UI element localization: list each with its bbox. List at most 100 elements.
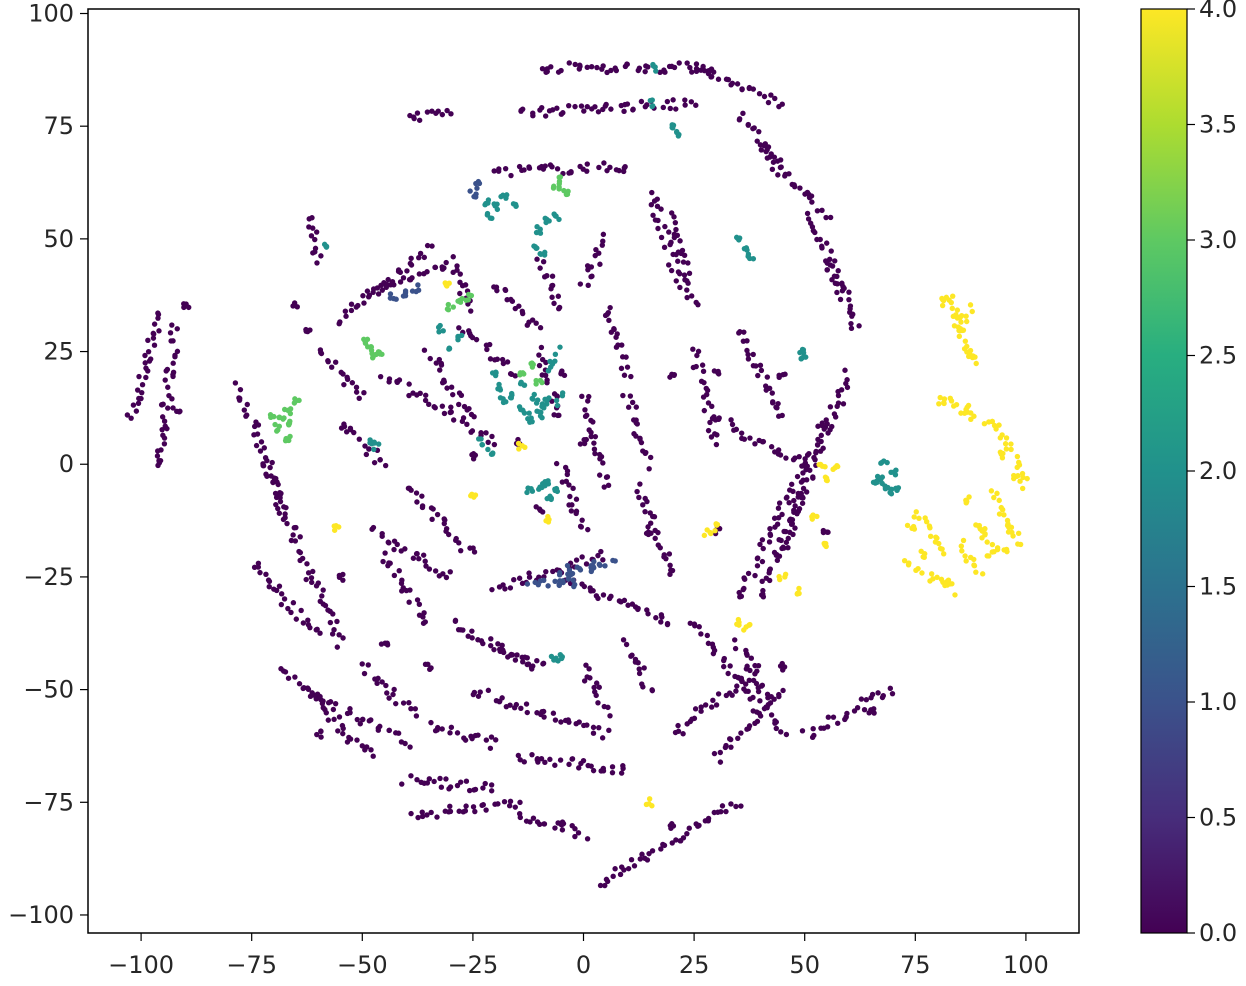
data-point: [266, 583, 272, 590]
data-point: [811, 732, 817, 739]
data-point: [719, 803, 726, 809]
data-point: [963, 318, 970, 325]
data-point: [774, 557, 781, 564]
data-point: [878, 459, 885, 466]
data-point: [512, 373, 519, 379]
data-point: [387, 295, 394, 301]
data-point: [337, 319, 343, 325]
data-point: [288, 537, 295, 544]
data-point: [752, 572, 758, 579]
data-point: [539, 66, 546, 72]
colorbar-axis: 0.0 0.5 1.0 1.5 2.0 2.5 3.0 3.5 4.0: [1187, 0, 1237, 947]
data-point: [379, 287, 386, 293]
data-point: [824, 724, 831, 730]
data-point: [738, 803, 744, 809]
data-point: [383, 682, 389, 689]
data-point: [700, 368, 707, 375]
data-point: [713, 522, 720, 528]
data-point: [645, 524, 651, 530]
data-point: [630, 106, 636, 112]
data-point: [460, 627, 466, 633]
data-point: [607, 164, 613, 171]
data-point: [124, 412, 131, 418]
data-point: [544, 401, 550, 407]
data-point: [518, 108, 524, 114]
data-point: [757, 698, 763, 704]
data-point: [439, 403, 446, 409]
data-point: [130, 402, 137, 408]
data-point: [549, 294, 555, 300]
data-point: [745, 356, 752, 362]
data-point: [713, 702, 720, 708]
data-point: [264, 473, 270, 479]
data-point: [437, 322, 443, 329]
data-point: [472, 808, 478, 815]
data-point: [605, 704, 611, 711]
data-point: [491, 284, 497, 290]
data-point: [444, 283, 450, 289]
data-point: [176, 409, 183, 415]
data-point: [585, 762, 591, 769]
data-point: [387, 291, 394, 297]
data-point: [747, 621, 753, 628]
data-point: [642, 855, 648, 861]
data-point: [736, 619, 742, 626]
x-tick-label: −75: [226, 951, 277, 979]
data-point: [400, 293, 407, 299]
data-point: [581, 437, 587, 443]
data-point: [717, 749, 724, 756]
data-point: [722, 744, 729, 751]
data-point: [813, 448, 819, 455]
data-point: [429, 108, 435, 114]
data-point: [547, 756, 553, 763]
data-point: [463, 297, 469, 303]
data-point: [465, 291, 472, 298]
data-point: [552, 762, 558, 768]
data-point: [426, 776, 433, 782]
data-point: [515, 752, 522, 759]
data-point: [513, 203, 519, 209]
data-point: [268, 473, 274, 479]
data-point: [668, 210, 675, 216]
data-point: [592, 433, 599, 440]
x-tick-label: −100: [108, 951, 174, 979]
data-point: [454, 263, 460, 269]
data-point: [700, 394, 707, 400]
data-point: [340, 635, 346, 641]
data-point: [823, 214, 829, 221]
data-point: [371, 446, 377, 453]
data-point: [823, 540, 829, 547]
data-point: [558, 369, 565, 376]
data-point: [467, 188, 473, 194]
data-point: [756, 91, 763, 97]
data-point: [646, 466, 652, 472]
data-point: [165, 405, 171, 411]
data-point: [537, 325, 544, 331]
data-point: [670, 823, 677, 829]
data-point: [963, 313, 969, 319]
data-point: [556, 572, 563, 578]
data-point: [994, 490, 1000, 497]
data-point: [609, 764, 616, 770]
data-point: [1017, 478, 1023, 484]
data-point: [800, 470, 806, 476]
data-point: [361, 670, 368, 677]
data-point: [695, 348, 702, 355]
data-point: [444, 107, 450, 114]
data-point: [621, 108, 627, 115]
data-point: [746, 677, 752, 683]
data-point: [989, 418, 996, 425]
data-point: [261, 445, 268, 451]
data-point: [170, 371, 176, 378]
data-point: [804, 463, 810, 469]
data-point: [347, 736, 354, 742]
data-point: [628, 373, 634, 380]
data-point: [750, 86, 757, 92]
data-point: [504, 297, 510, 303]
data-point: [298, 607, 304, 614]
data-point: [1010, 533, 1016, 539]
data-point: [829, 263, 836, 269]
data-point: [551, 183, 557, 189]
data-point: [650, 63, 657, 69]
data-point: [338, 425, 345, 431]
